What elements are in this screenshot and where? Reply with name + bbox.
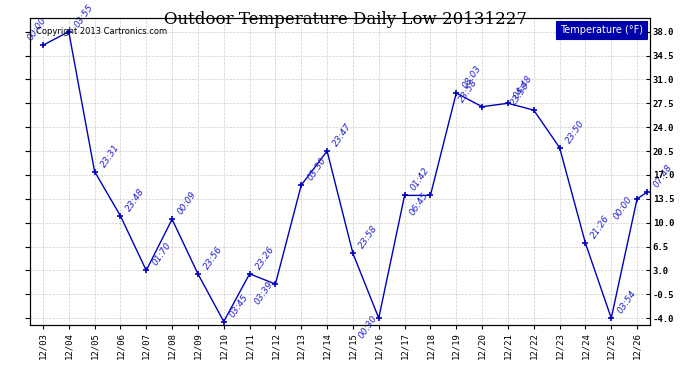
Text: 23:47: 23:47 bbox=[331, 122, 353, 148]
Text: 23:56: 23:56 bbox=[202, 244, 224, 271]
Text: 00:00: 00:00 bbox=[26, 16, 48, 42]
Text: 06:45: 06:45 bbox=[408, 191, 431, 217]
Text: 01:42: 01:42 bbox=[408, 166, 431, 193]
Text: 00:30: 00:30 bbox=[357, 314, 379, 340]
Text: 00:09: 00:09 bbox=[176, 190, 199, 216]
Text: 03:54: 03:54 bbox=[615, 289, 638, 315]
Text: 03:39: 03:39 bbox=[253, 280, 275, 306]
Text: Outdoor Temperature Daily Low 20131227: Outdoor Temperature Daily Low 20131227 bbox=[164, 11, 526, 28]
Legend: Temperature (°F): Temperature (°F) bbox=[556, 21, 647, 39]
Text: 23:48: 23:48 bbox=[125, 187, 147, 213]
Text: 23:58: 23:58 bbox=[357, 224, 380, 251]
Text: 04:48: 04:48 bbox=[512, 74, 534, 100]
Text: 03:55: 03:55 bbox=[73, 2, 95, 29]
Text: 23:31: 23:31 bbox=[99, 142, 121, 169]
Text: 23:58: 23:58 bbox=[457, 78, 480, 104]
Text: 08:03: 08:03 bbox=[460, 64, 483, 90]
Text: 07:48: 07:48 bbox=[651, 163, 674, 189]
Text: 21:26: 21:26 bbox=[589, 214, 612, 240]
Text: 23:26: 23:26 bbox=[254, 244, 276, 271]
Text: Copyright 2013 Cartronics.com: Copyright 2013 Cartronics.com bbox=[36, 27, 167, 36]
Text: 01:70: 01:70 bbox=[150, 241, 172, 268]
Text: 00:00: 00:00 bbox=[612, 195, 634, 221]
Text: 23:50: 23:50 bbox=[564, 118, 586, 145]
Text: 03:30: 03:30 bbox=[306, 156, 328, 182]
Text: 03:45: 03:45 bbox=[228, 292, 250, 319]
Text: 23:50: 23:50 bbox=[509, 81, 531, 107]
